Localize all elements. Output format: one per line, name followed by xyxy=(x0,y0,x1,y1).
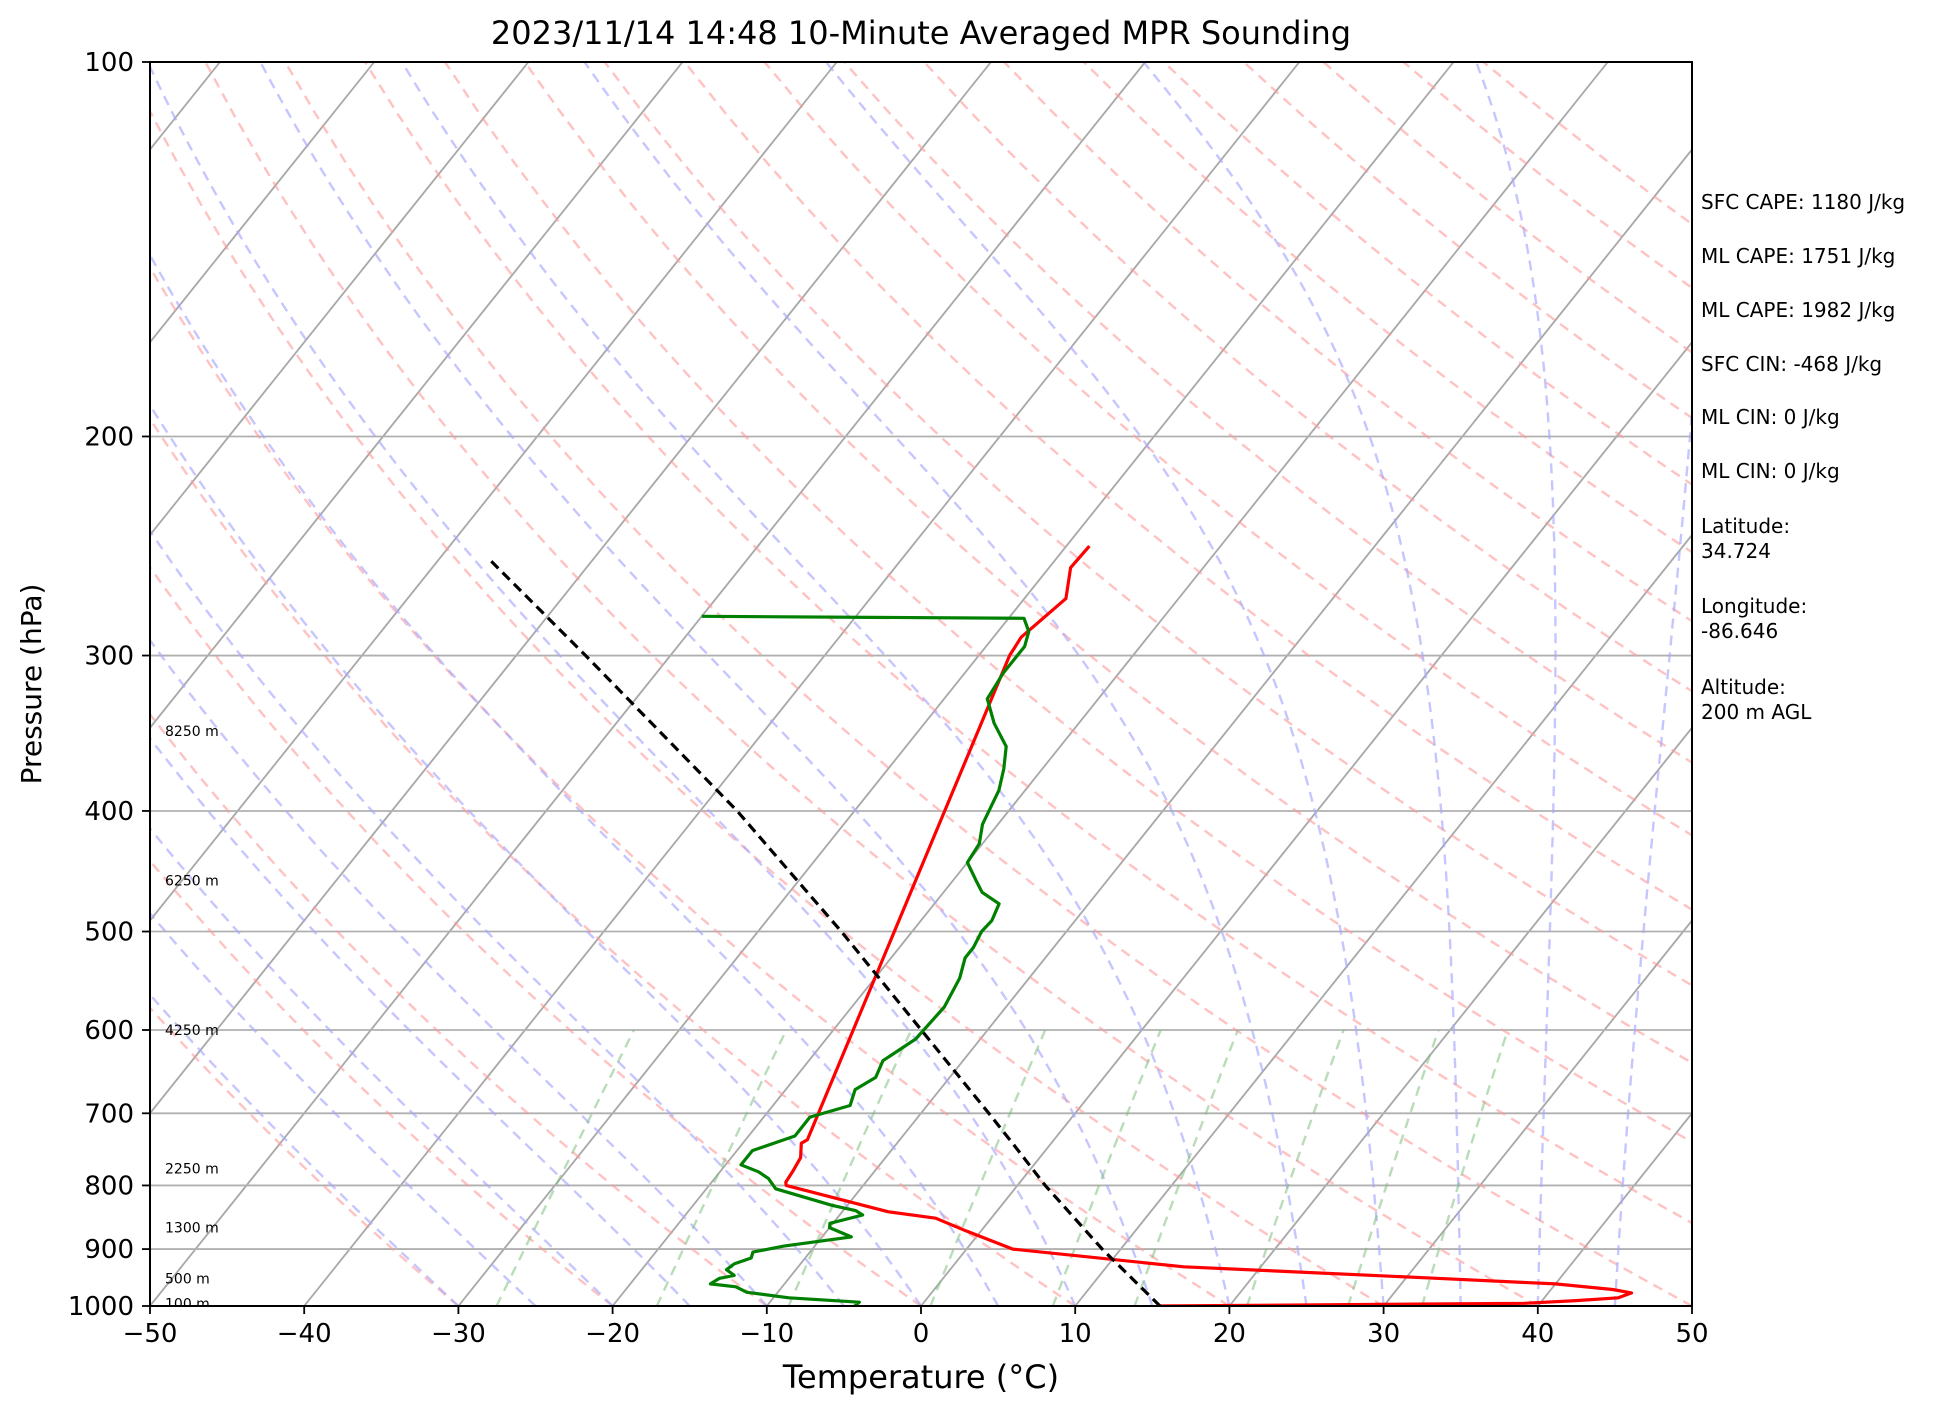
dry-adiabat xyxy=(150,859,614,1306)
mixing-ratio-line xyxy=(1133,1029,1239,1306)
dry-adiabat xyxy=(1003,62,1692,623)
dry-adiabat xyxy=(150,264,1231,1306)
dry-adiabat xyxy=(204,62,1539,1306)
x-tick-label: −50 xyxy=(123,1319,178,1349)
stat-text: SFC CIN: -468 J/kg xyxy=(1701,352,1883,376)
moist-adiabat xyxy=(150,638,768,1306)
x-tick-label: 50 xyxy=(1675,1319,1708,1349)
dry-adiabat xyxy=(523,62,1692,1065)
dewpoint-line xyxy=(701,614,1031,1306)
mixing-ratio-line xyxy=(1420,1029,1509,1306)
isotherm-line xyxy=(150,62,530,537)
dry-adiabat xyxy=(763,62,1692,837)
height-label: 6250 m xyxy=(165,874,219,890)
isotherm-line xyxy=(611,62,1609,1306)
y-tick-label: 200 xyxy=(84,422,134,452)
height-label: 2250 m xyxy=(165,1161,219,1177)
isotherm-line xyxy=(766,148,1692,1306)
isotherm-line xyxy=(303,62,1301,1306)
x-tick-label: −30 xyxy=(431,1319,486,1349)
y-tick-label: 700 xyxy=(84,1099,134,1129)
moist-adiabat xyxy=(150,736,691,1306)
height-label: 8250 m xyxy=(165,724,219,740)
moist-adiabat xyxy=(825,62,1385,1306)
isotherm-line xyxy=(150,62,992,1115)
dry-adiabat xyxy=(364,62,1692,1225)
x-tick-label: −20 xyxy=(585,1319,640,1349)
y-axis-label: Pressure (hPa) xyxy=(15,584,48,785)
isotherm-line xyxy=(1382,919,1692,1306)
moist-adiabat xyxy=(1613,397,1692,1306)
moist-adiabat xyxy=(150,992,460,1306)
moist-adiabat xyxy=(259,62,1154,1306)
isotherm-line xyxy=(150,62,1146,1306)
height-label: 100 m xyxy=(165,1296,210,1312)
isotherm-line xyxy=(457,62,1455,1306)
isotherm-line xyxy=(150,62,375,344)
moist-adiabat xyxy=(400,62,1231,1306)
y-tick-label: 500 xyxy=(84,918,134,948)
dry-adiabat xyxy=(150,416,1076,1306)
mixing-ratio-line xyxy=(787,1029,913,1306)
dry-adiabat xyxy=(150,712,768,1306)
stat-text: ML CAPE: 1982 J/kg xyxy=(1701,298,1896,322)
height-label: 500 m xyxy=(165,1271,210,1287)
isotherm-line xyxy=(1228,726,1692,1306)
stat-text: SFC CAPE: 1180 J/kg xyxy=(1701,190,1906,214)
stat-text: Latitude: 34.724 xyxy=(1701,514,1791,563)
moist-adiabat xyxy=(150,528,845,1306)
moist-adiabat xyxy=(1475,62,1557,1306)
moist-adiabat xyxy=(583,62,1308,1306)
moist-adiabat xyxy=(150,252,1000,1306)
dry-adiabat xyxy=(284,62,1692,1306)
height-label: 1300 m xyxy=(165,1221,219,1237)
mixing-ratio-line xyxy=(495,1029,636,1306)
stat-text: ML CIN: 0 J/kg xyxy=(1701,405,1840,429)
isotherm-line xyxy=(150,62,838,922)
stat-text: Altitude: 200 m AGL xyxy=(1701,675,1812,724)
dry-adiabat xyxy=(150,565,922,1306)
moist-adiabat xyxy=(150,911,537,1306)
moist-adiabat xyxy=(1142,62,1462,1306)
y-tick-label: 900 xyxy=(84,1235,134,1265)
mixing-ratio-line xyxy=(1346,1029,1440,1306)
x-axis-label: Temperature (°C) xyxy=(782,1358,1059,1396)
x-tick-label: 20 xyxy=(1213,1319,1246,1349)
mixing-ratio-line xyxy=(655,1029,788,1306)
dry-adiabat xyxy=(444,62,1692,1144)
height-label: 4250 m xyxy=(165,1023,219,1039)
isotherm-line xyxy=(150,62,684,730)
mixing-ratio-line xyxy=(929,1029,1047,1306)
x-tick-label: −10 xyxy=(739,1319,794,1349)
mixing-ratio-line xyxy=(1051,1029,1162,1306)
parcel-line xyxy=(490,560,1162,1306)
isotherm-line xyxy=(920,340,1692,1306)
y-tick-label: 400 xyxy=(84,797,134,827)
y-tick-label: 800 xyxy=(84,1171,134,1201)
chart-title: 2023/11/14 14:48 10-Minute Averaged MPR … xyxy=(491,14,1351,52)
moist-adiabat xyxy=(150,826,614,1306)
dry-adiabat xyxy=(150,108,1385,1306)
y-tick-label: 100 xyxy=(84,48,134,78)
x-tick-label: −40 xyxy=(277,1319,332,1349)
y-tick-label: 1000 xyxy=(68,1292,134,1322)
x-tick-label: 10 xyxy=(1059,1319,1092,1349)
dry-adiabat xyxy=(603,62,1692,987)
isotherm-line xyxy=(1074,533,1692,1306)
y-tick-label: 600 xyxy=(84,1016,134,1046)
temperature-line xyxy=(784,545,1634,1306)
dry-adiabat xyxy=(923,62,1692,693)
dry-adiabat xyxy=(150,1005,460,1306)
x-tick-label: 40 xyxy=(1521,1319,1554,1349)
stat-text: ML CIN: 0 J/kg xyxy=(1701,459,1840,483)
x-tick-label: 30 xyxy=(1367,1319,1400,1349)
moist-adiabat xyxy=(150,64,1077,1306)
x-tick-label: 0 xyxy=(913,1319,930,1349)
y-tick-label: 300 xyxy=(84,642,134,672)
stat-text: Longitude: -86.646 xyxy=(1701,594,1808,643)
stat-text: ML CAPE: 1751 J/kg xyxy=(1701,244,1896,268)
moist-adiabat xyxy=(150,403,922,1306)
